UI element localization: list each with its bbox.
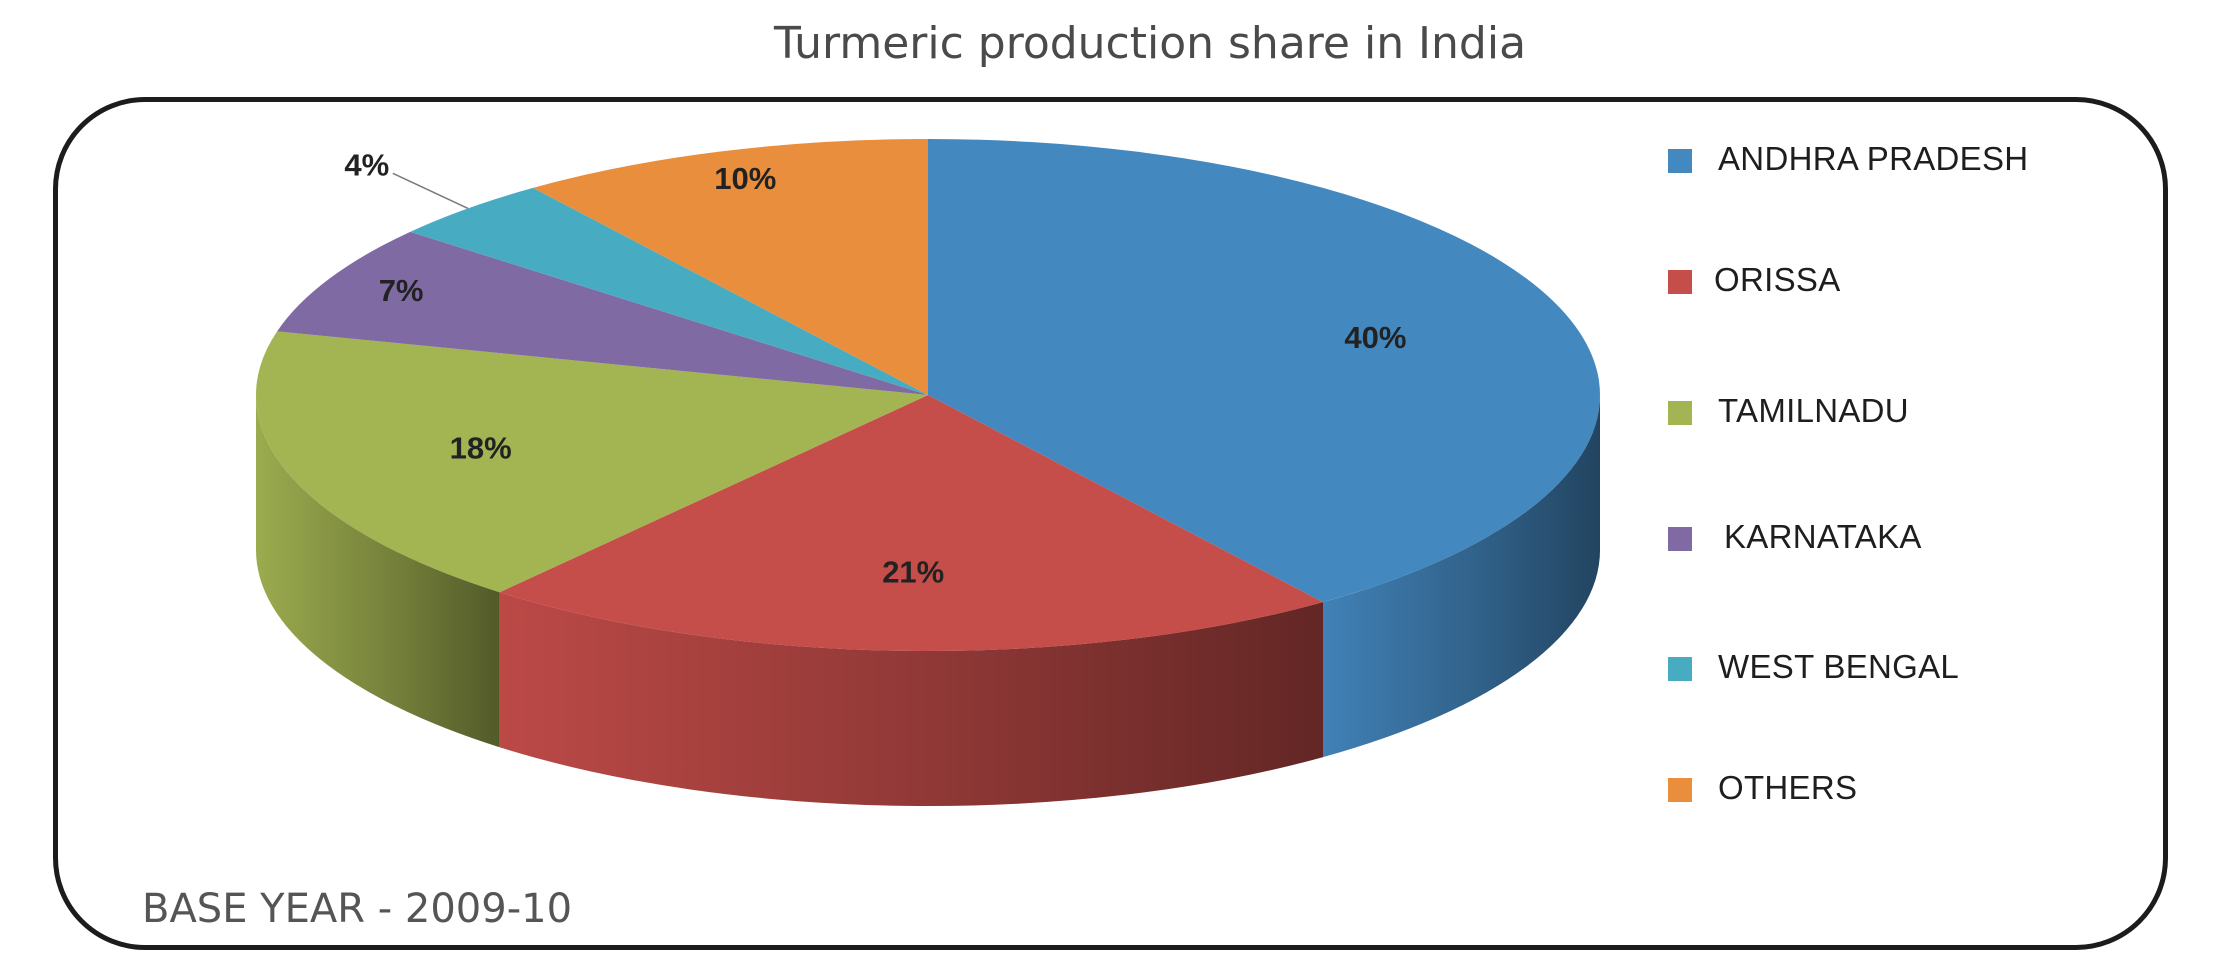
pie-side-shade-tamilnadu xyxy=(256,395,500,748)
data-label-karnataka: 7% xyxy=(379,273,424,308)
data-label-others: 10% xyxy=(714,161,776,196)
legend-label: TAMILNADU xyxy=(1718,392,1909,429)
pie-slice-tamilnadu xyxy=(256,331,928,593)
pie-top-faces xyxy=(256,139,1600,651)
data-label-west-bengal: 4% xyxy=(344,148,389,183)
legend-swatch xyxy=(1668,527,1692,551)
pie-side-walls xyxy=(256,395,1600,806)
pie-slice-orissa xyxy=(499,395,1323,651)
pie-leader-lines xyxy=(392,172,469,210)
data-label-andhra-pradesh: 40% xyxy=(1344,320,1406,355)
leader-line-west-bengal xyxy=(392,172,469,210)
pie-slice-karnataka xyxy=(277,231,928,395)
chart-title: Turmeric production share in India xyxy=(773,18,1527,69)
legend-swatch xyxy=(1668,270,1692,294)
legend-label: WEST BENGAL xyxy=(1718,648,1960,685)
pie-slice-others xyxy=(533,139,928,395)
pie-slice-andhra-pradesh xyxy=(928,139,1600,603)
legend-swatch xyxy=(1668,657,1692,681)
pie-slice-west-bengal xyxy=(410,187,928,395)
pie-side-shade-orissa xyxy=(499,592,1323,806)
chart-frame xyxy=(53,97,2168,950)
legend-label: OTHERS xyxy=(1718,769,1858,806)
legend-swatch xyxy=(1668,778,1692,802)
legend-swatch xyxy=(1668,401,1692,425)
legend-label: ORISSA xyxy=(1714,261,1841,298)
data-label-orissa: 21% xyxy=(882,554,944,589)
data-label-tamilnadu: 18% xyxy=(450,431,512,466)
legend-label: KARNATAKA xyxy=(1724,518,1922,555)
legend-swatch xyxy=(1668,149,1692,173)
legend-label: ANDHRA PRADESH xyxy=(1718,140,2029,177)
base-year-note: BASE YEAR - 2009-10 xyxy=(142,886,573,932)
pie-data-labels: 40% 21% 18% 7% 4% 10% xyxy=(344,148,1406,590)
pie-side-shade-andhra-pradesh xyxy=(1322,395,1600,758)
